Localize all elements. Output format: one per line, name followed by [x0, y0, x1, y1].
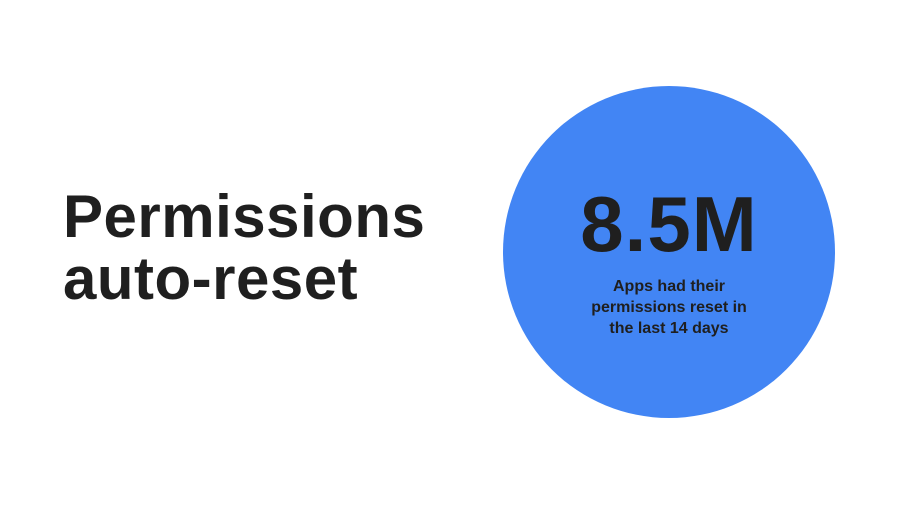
- stat-caption: Apps had their permissions reset in the …: [563, 276, 775, 339]
- stat-caption-line-1: Apps had their: [612, 278, 725, 295]
- slide-title-line-2: auto-reset: [63, 245, 359, 312]
- slide-title-line-1: Permissions: [63, 183, 426, 250]
- stat-circle: 8.5M Apps had their permissions reset in…: [503, 86, 835, 418]
- stat-caption-line-2: permissions reset in: [591, 299, 747, 316]
- slide-title: Permissions auto-reset: [63, 186, 463, 310]
- stat-value: 8.5M: [580, 180, 758, 268]
- stat-caption-line-3: the last 14 days: [609, 320, 729, 337]
